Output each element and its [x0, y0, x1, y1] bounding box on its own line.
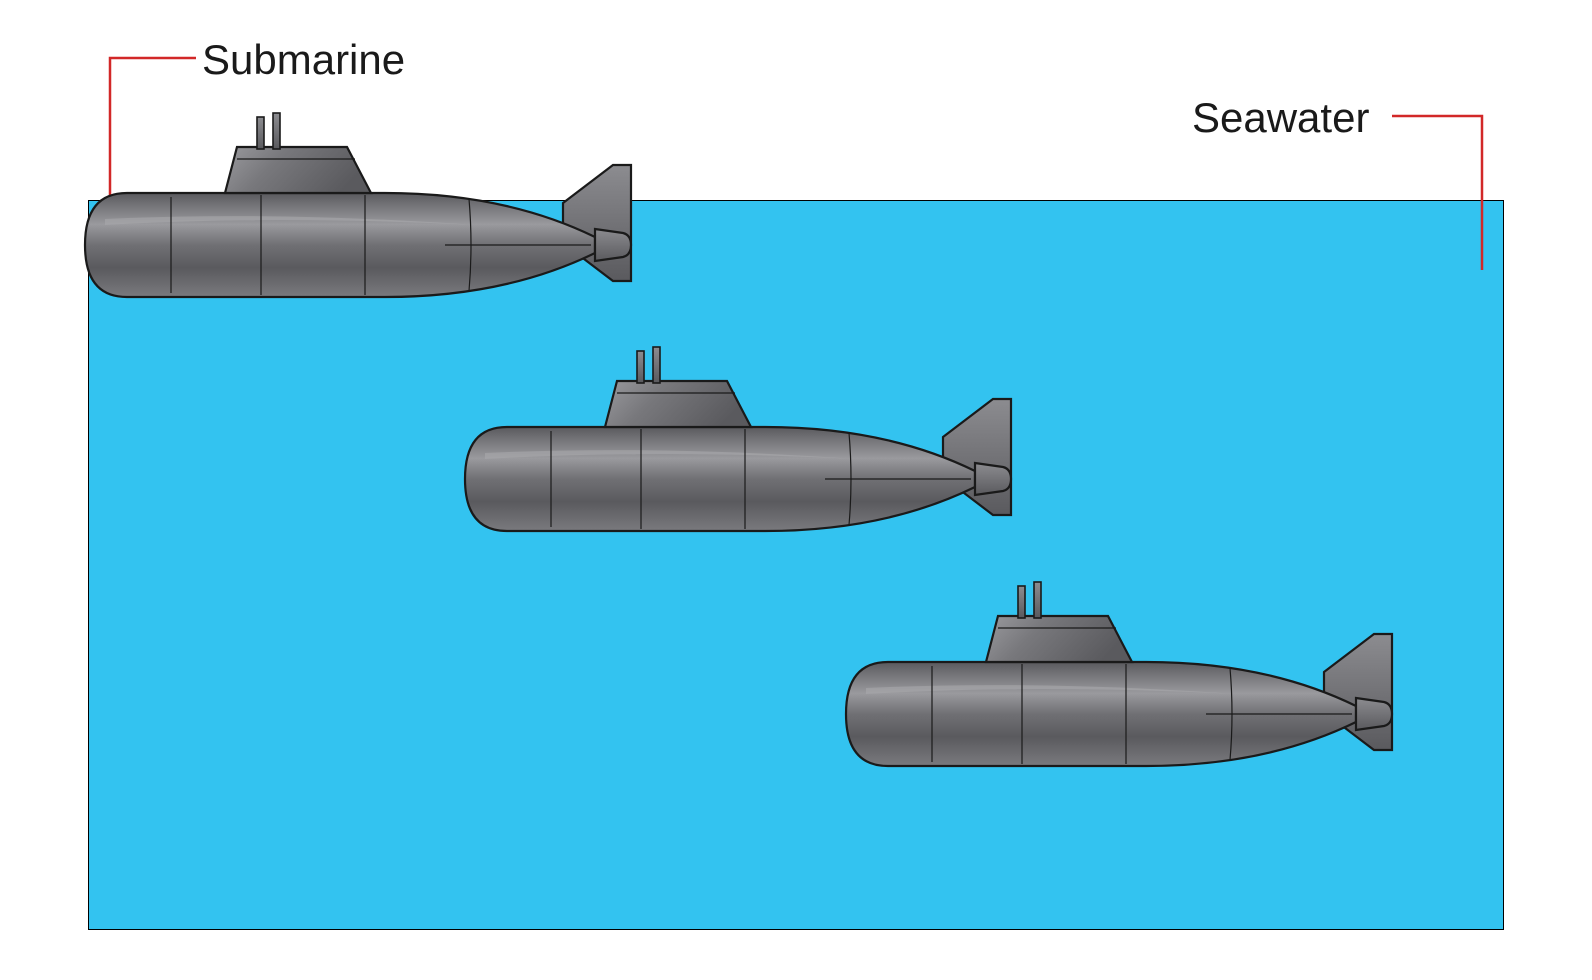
- submarine-label: Submarine: [202, 36, 405, 84]
- seawater-label: Seawater: [1192, 94, 1369, 142]
- diagram-stage: Submarine Seawater: [0, 0, 1592, 980]
- submarine-2: [455, 337, 1025, 547]
- submarine-1: [75, 103, 645, 313]
- submarine-3: [836, 572, 1406, 782]
